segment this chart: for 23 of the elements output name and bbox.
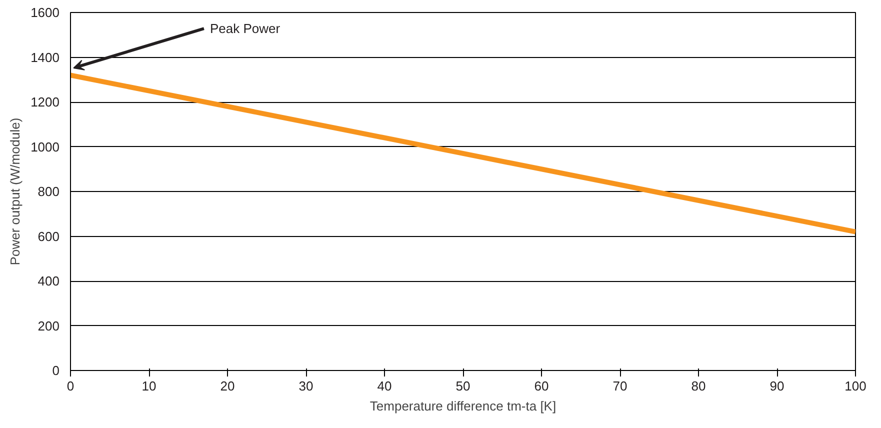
- x-tick-label: 60: [534, 378, 549, 394]
- x-tick-label: 20: [220, 378, 235, 394]
- y-tick-label: 1000: [30, 139, 60, 154]
- x-tick-label: 10: [142, 378, 156, 394]
- y-tick-label: 1600: [30, 5, 60, 20]
- x-tick-label: 0: [66, 378, 74, 394]
- y-tick-label: 600: [38, 228, 60, 244]
- x-tick-label: 90: [770, 378, 784, 394]
- x-tick-label: 70: [612, 378, 628, 394]
- y-tick-label: 0: [52, 363, 60, 378]
- y-tick-label: 400: [38, 274, 60, 288]
- x-axis-title: Temperature difference tm-ta [K]: [370, 398, 556, 414]
- x-tick-label: 30: [298, 378, 314, 394]
- x-tick-label: 80: [691, 378, 706, 394]
- y-tick-label: 1400: [30, 50, 60, 65]
- y-tick-label: 200: [38, 318, 60, 334]
- x-tick-label: 100: [844, 378, 866, 394]
- y-tick-label: 800: [38, 184, 60, 199]
- annotation: Peak Power: [210, 21, 281, 36]
- y-tick-label: 1200: [30, 94, 60, 110]
- x-tick-label: 50: [456, 378, 470, 394]
- x-tick-label: 40: [377, 378, 392, 394]
- y-axis-title: Power output (W/module): [8, 118, 23, 266]
